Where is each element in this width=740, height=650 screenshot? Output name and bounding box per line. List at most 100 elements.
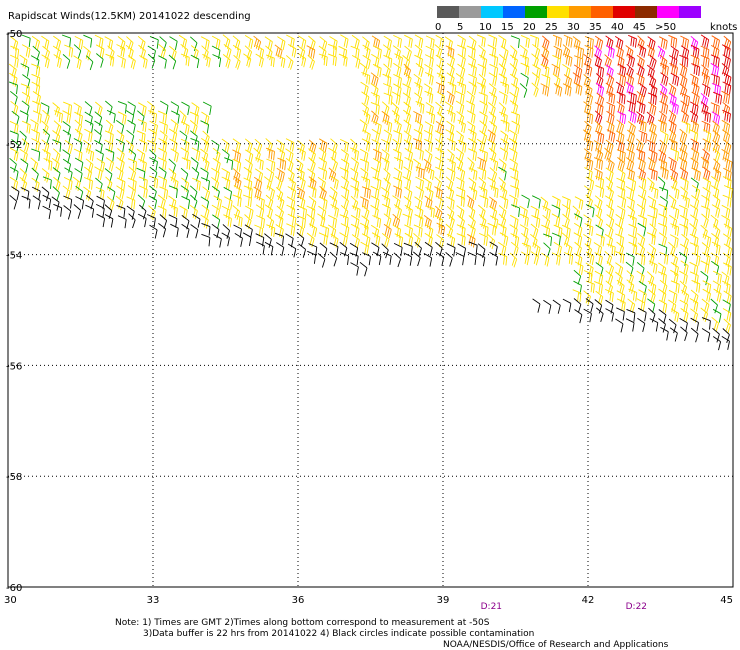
wind-barb [679,280,688,296]
wind-barb [223,214,232,228]
wind-barb [552,299,561,314]
wind-barb [434,215,444,229]
wind-barb [722,72,732,87]
wind-barb [594,280,603,294]
wind-barb [553,45,563,60]
wind-barb [32,195,41,210]
wind-barb [625,261,634,277]
wind-barb [394,233,404,247]
wind-barb [370,92,380,105]
wind-barb [136,149,146,164]
latitude-tick-label: -58 [6,472,22,483]
wind-barb [668,138,678,152]
wind-barb [297,139,305,155]
wind-barb [361,138,371,152]
wind-barb [307,250,317,264]
wind-barb [723,139,732,155]
wind-barb [679,140,688,155]
wind-barb [690,327,699,343]
wind-barb [498,73,508,88]
wind-barb [138,158,147,172]
wind-barb [106,109,116,124]
wind-barb [404,34,413,49]
longitude-tick-label: 36 [292,595,305,606]
wind-barb [488,72,498,87]
wind-barb [436,72,446,87]
wind-barb [116,177,126,191]
wind-barb [627,214,637,228]
legend-swatch-green [525,6,547,18]
wind-barb [266,158,276,172]
wind-barb [659,196,668,211]
wind-barb [436,91,446,106]
wind-barb [455,90,465,104]
wind-barb [552,34,562,48]
wind-barb [551,232,561,246]
wind-barb [606,243,616,256]
wind-barb [149,157,158,171]
wind-barb [340,149,349,164]
wind-barb [381,232,390,248]
wind-barb [414,214,424,228]
wind-barb [479,130,488,145]
wind-barb [691,63,701,76]
wind-barb [681,92,691,106]
wind-barb [424,241,433,257]
wind-barb [562,83,572,97]
wind-barb [264,233,272,248]
wind-barb [467,223,476,238]
wind-barb [510,185,520,198]
wind-barb [723,318,731,334]
wind-barb [658,222,668,236]
wind-barb [10,54,19,68]
wind-barb [722,308,732,322]
wind-barb [519,83,528,98]
wind-barb [30,119,39,133]
wind-barb [350,45,360,59]
wind-barb [625,318,635,332]
wind-barb [628,241,638,255]
wind-barb [722,328,730,343]
wind-barb [232,138,241,153]
wind-barb [713,288,722,303]
wind-barb [53,203,63,217]
wind-barb [413,232,421,248]
wind-barb [467,251,477,265]
wind-barb [594,204,603,219]
wind-barb [149,224,158,239]
wind-barb [157,194,166,210]
wind-barb [19,110,29,124]
legend-tick-label: 40 [611,22,624,33]
wind-barb [509,167,519,181]
wind-barb [41,35,50,50]
wind-barb [85,55,94,71]
wind-barb [168,185,178,199]
wind-barb [393,204,402,219]
wind-barb [510,83,520,98]
wind-barb [679,299,689,314]
wind-barb [403,119,412,134]
wind-barb [681,110,689,125]
wind-barb [351,234,360,249]
wind-barb [147,214,156,228]
wind-barb [457,53,466,68]
wind-barb [649,318,659,332]
wind-barb [83,186,92,201]
wind-barb [168,214,178,228]
wind-barb [83,34,93,48]
wind-barb [723,290,732,305]
wind-barb [307,185,317,199]
wind-barb [679,167,689,182]
wind-barb [487,234,496,250]
wind-barb [21,100,30,115]
wind-barb [307,168,316,183]
wind-barb [170,148,179,163]
wind-barb [466,195,475,210]
wind-barb [638,130,648,144]
wind-barb [200,214,209,229]
wind-barb [541,252,550,267]
wind-barb [415,147,424,161]
wind-barb [574,55,584,68]
wind-barb [711,83,721,96]
wind-barb [308,243,318,256]
